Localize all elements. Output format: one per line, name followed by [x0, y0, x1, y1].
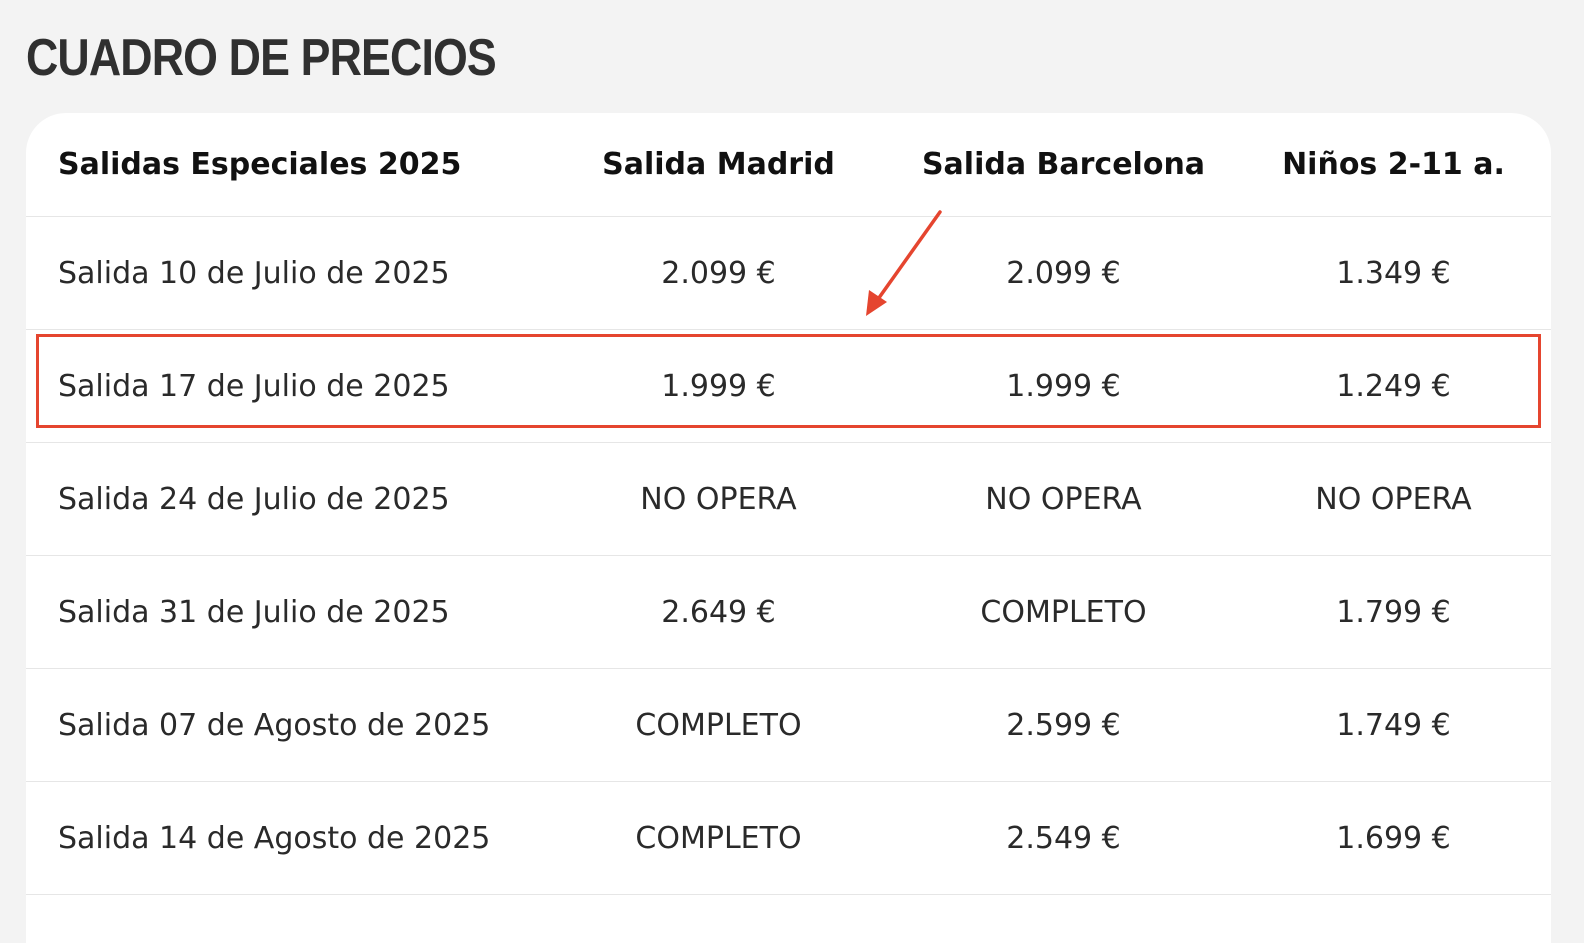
price-table-header: Salidas Especiales 2025 Salida Madrid Sa…	[26, 113, 1551, 217]
madrid-price-cell: 2.099 €	[546, 216, 891, 330]
table-row: Salida 31 de Julio de 2025 2.649 € COMPL…	[26, 555, 1551, 669]
barcelona-price-cell: 1.999 €	[891, 329, 1236, 443]
table-row: Salida 07 de Agosto de 2025 COMPLETO 2.5…	[26, 668, 1551, 782]
madrid-price-cell: COMPLETO	[546, 781, 891, 895]
madrid-price-cell: 1.999 €	[546, 329, 891, 443]
barcelona-price-cell: 2.099 €	[891, 216, 1236, 330]
barcelona-price-cell: NO OPERA	[891, 442, 1236, 556]
departure-date-cell: Salida 24 de Julio de 2025	[26, 442, 546, 556]
barcelona-price-cell: COMPLETO	[891, 555, 1236, 669]
madrid-price-cell: 2.649 €	[546, 555, 891, 669]
column-header-madrid: Salida Madrid	[546, 113, 891, 217]
column-header-departure: Salidas Especiales 2025	[26, 113, 546, 217]
page-title: CUADRO DE PRECIOS	[26, 29, 497, 87]
departure-date-cell: Salida 31 de Julio de 2025	[26, 555, 546, 669]
departure-date-cell: Salida 07 de Agosto de 2025	[26, 668, 546, 782]
table-row: Salida 10 de Julio de 2025 2.099 € 2.099…	[26, 216, 1551, 330]
column-header-children: Niños 2-11 a.	[1236, 113, 1551, 217]
madrid-price-cell: NO OPERA	[546, 442, 891, 556]
children-price-cell: 1.799 €	[1236, 555, 1551, 669]
departure-date-cell: Salida 10 de Julio de 2025	[26, 216, 546, 330]
barcelona-price-cell: 2.549 €	[891, 781, 1236, 895]
children-price-cell: 1.749 €	[1236, 668, 1551, 782]
table-row-highlighted: Salida 17 de Julio de 2025 1.999 € 1.999…	[26, 329, 1551, 443]
departure-date-cell: Salida 14 de Agosto de 2025	[26, 781, 546, 895]
table-row: Salida 14 de Agosto de 2025 COMPLETO 2.5…	[26, 781, 1551, 895]
header-row: Salidas Especiales 2025 Salida Madrid Sa…	[26, 113, 1551, 217]
column-header-barcelona: Salida Barcelona	[891, 113, 1236, 217]
barcelona-price-cell: 2.599 €	[891, 668, 1236, 782]
madrid-price-cell: COMPLETO	[546, 668, 891, 782]
price-table: Salidas Especiales 2025 Salida Madrid Sa…	[26, 113, 1551, 895]
children-price-cell: 1.249 €	[1236, 329, 1551, 443]
children-price-cell: 1.349 €	[1236, 216, 1551, 330]
children-price-cell: 1.699 €	[1236, 781, 1551, 895]
price-table-body: Salida 10 de Julio de 2025 2.099 € 2.099…	[26, 216, 1551, 895]
table-row: Salida 24 de Julio de 2025 NO OPERA NO O…	[26, 442, 1551, 556]
price-table-card: Salidas Especiales 2025 Salida Madrid Sa…	[26, 113, 1551, 943]
children-price-cell: NO OPERA	[1236, 442, 1551, 556]
departure-date-cell: Salida 17 de Julio de 2025	[26, 329, 546, 443]
